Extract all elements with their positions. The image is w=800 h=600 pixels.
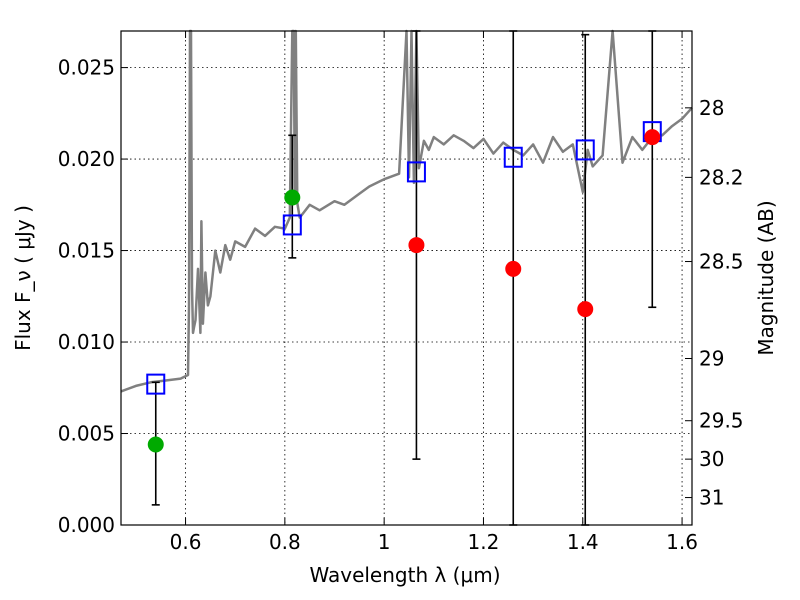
- low-significance-point: [408, 237, 425, 254]
- y-axis-label: Flux F_ν ( μJy ): [11, 205, 35, 351]
- y-tick-label: 0.015: [58, 239, 115, 263]
- right-tick-label: 28.5: [699, 250, 744, 274]
- x-tick-label: 1: [378, 530, 391, 554]
- error-bars: [151, 30, 657, 526]
- axis-ticks: [121, 31, 692, 526]
- right-axis-label: Magnitude (AB): [754, 200, 778, 355]
- y-tick-label: 0.025: [58, 56, 115, 80]
- y-tick-label: 0.020: [58, 147, 115, 171]
- detection-point: [284, 189, 301, 206]
- model-square: [575, 139, 595, 161]
- data-markers: [146, 121, 662, 453]
- x-tick-label: 1.2: [468, 530, 500, 554]
- right-tick-label: 31: [699, 486, 724, 510]
- x-axis-label: Wavelength λ (μm): [309, 563, 500, 587]
- y-tick-label: 0.000: [58, 513, 115, 537]
- x-tick-label: 1.6: [666, 530, 698, 554]
- right-tick-label: 30: [699, 447, 724, 471]
- right-tick-label: 28.2: [699, 165, 744, 189]
- x-tick-label: 1.4: [567, 530, 599, 554]
- right-tick-label: 28: [699, 96, 724, 120]
- right-tick-label: 29.5: [699, 409, 744, 433]
- low-significance-point: [577, 301, 594, 318]
- plot-frame: [120, 30, 693, 526]
- model-square: [406, 161, 426, 183]
- spectrum-line: [120, 29, 693, 393]
- low-significance-point: [505, 260, 522, 277]
- model-square: [282, 214, 302, 236]
- right-axis-tick-labels: 28 28.2 28.5 29 29.5 30 31: [699, 96, 744, 510]
- detection-point: [147, 436, 164, 453]
- x-tick-label: 0.6: [170, 530, 202, 554]
- x-tick-label: 0.8: [269, 530, 301, 554]
- model-square: [503, 146, 523, 168]
- spectrum-layer: [120, 29, 693, 393]
- right-tick-label: 29: [699, 347, 724, 371]
- y-tick-label: 0.005: [58, 422, 115, 446]
- model-square: [146, 373, 166, 395]
- y-tick-labels: 0.000 0.005 0.010 0.015 0.020 0.025: [58, 56, 115, 537]
- y-tick-label: 0.010: [58, 330, 115, 354]
- low-significance-point: [644, 129, 661, 146]
- x-tick-labels: 0.6 0.8 1 1.2 1.4 1.6: [170, 530, 698, 554]
